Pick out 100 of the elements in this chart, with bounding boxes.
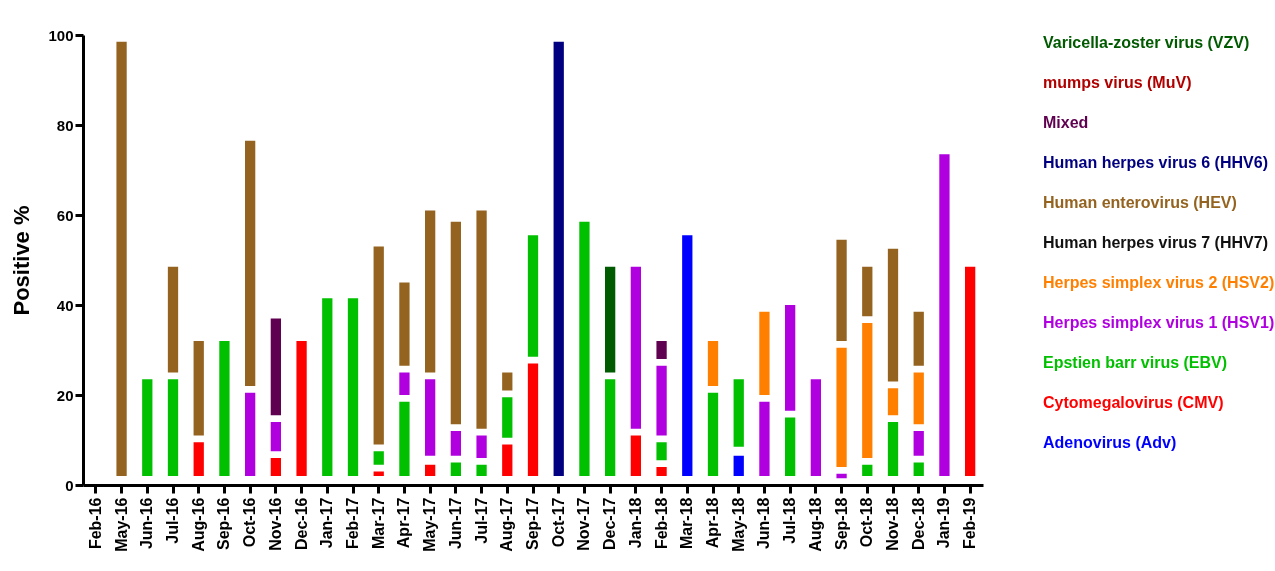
bar	[913, 372, 924, 425]
bar	[193, 442, 204, 476]
x-tick-label: Aug-16	[189, 497, 207, 552]
x-tick-label: Dec-18	[909, 497, 927, 550]
bar	[862, 266, 873, 317]
x-tick-label: Dec-17	[601, 497, 619, 550]
bar	[502, 397, 513, 438]
bar	[836, 473, 847, 479]
bar	[476, 210, 487, 429]
x-tick-label: Apr-17	[395, 497, 413, 549]
bar	[733, 379, 744, 447]
y-tick-label: 20	[56, 386, 74, 404]
bar	[965, 266, 976, 476]
bar	[810, 379, 821, 476]
x-tick-label: Apr-18	[704, 497, 721, 549]
bar	[502, 372, 513, 391]
y-tick-label: 40	[56, 296, 74, 314]
x-tick-label: Jan-17	[318, 497, 336, 549]
bar	[913, 462, 924, 476]
x-tick-label: Feb-17	[344, 497, 361, 550]
x-tick-label: Jan-19	[935, 497, 953, 549]
legend-label: mumps virus (MuV)	[1043, 74, 1192, 91]
x-tick-label: Oct-18	[858, 497, 876, 548]
bar	[553, 41, 564, 476]
bar	[502, 444, 513, 476]
x-tick-label: Jul-16	[164, 497, 181, 544]
bar	[399, 372, 410, 395]
text: Adenovirus (Adv)	[1043, 434, 1177, 451]
legend-label: Human herpes virus 7 (HHV7)	[1043, 234, 1268, 251]
bar	[373, 246, 384, 445]
bar	[836, 347, 847, 467]
x-tick-label: Jul-17	[472, 497, 490, 544]
x-tick-label: Nov-16	[266, 497, 284, 551]
bar	[193, 341, 204, 436]
x-tick-label: Feb-19	[961, 497, 979, 550]
bar	[270, 458, 281, 476]
x-tick-label: Nov-17	[575, 497, 593, 551]
text: Herpes simplex virus 1 (HSV1)	[1043, 314, 1275, 331]
bar	[399, 401, 410, 476]
bar	[913, 431, 924, 456]
bar	[476, 435, 487, 458]
bar	[425, 210, 436, 373]
bar	[605, 379, 616, 476]
bar	[270, 422, 281, 452]
x-tick-label: Feb-18	[652, 497, 670, 550]
x-tick-label: Jun-16	[138, 497, 156, 550]
x-tick-label: May-16	[112, 497, 130, 552]
bar	[630, 266, 641, 429]
bar	[939, 154, 950, 476]
bar	[167, 266, 179, 373]
bar	[887, 248, 899, 382]
bar	[167, 379, 179, 476]
bar	[245, 392, 256, 476]
x-tick-label: Mar-18	[678, 497, 696, 550]
x-tick-label: Jun-17	[446, 497, 464, 550]
bar	[785, 305, 796, 411]
bar	[425, 379, 436, 456]
x-tick-label: Dec-16	[292, 497, 310, 550]
bar	[759, 311, 770, 395]
bar	[373, 451, 384, 465]
text: Mixed	[1043, 114, 1089, 131]
bar	[219, 341, 230, 476]
bar	[527, 363, 539, 476]
y-tick-label: 0	[65, 476, 74, 494]
x-tick-label: Jun-18	[755, 497, 773, 550]
text: Human enterovirus (HEV)	[1043, 194, 1237, 211]
bar	[579, 221, 590, 476]
bar	[862, 464, 873, 476]
y-tick-label: 80	[56, 116, 74, 134]
x-tick-label: Oct-16	[241, 497, 259, 548]
bar	[322, 298, 333, 476]
bar	[913, 311, 924, 366]
bar	[707, 341, 719, 386]
bar	[116, 41, 127, 476]
bar	[887, 422, 899, 476]
bar	[785, 417, 796, 476]
bar	[887, 388, 899, 416]
bar	[425, 464, 436, 476]
x-tick-label: May-17	[421, 497, 439, 552]
x-tick-label: Sep-18	[832, 497, 850, 550]
y-tick-label: 100	[48, 26, 74, 44]
bar	[656, 341, 667, 359]
bar	[450, 431, 461, 456]
text: Human herpes virus 6 (HHV6)	[1043, 154, 1268, 171]
bar	[656, 467, 667, 476]
bar	[296, 341, 307, 476]
x-tick-label: May-18	[729, 497, 747, 552]
bar	[476, 464, 487, 476]
bar	[656, 365, 667, 436]
bar	[656, 442, 667, 461]
bar	[630, 435, 641, 476]
x-tick-label: Nov-18	[884, 497, 901, 551]
x-tick-label: Aug-17	[498, 497, 516, 552]
bar	[836, 239, 847, 341]
bar	[759, 401, 770, 476]
text: Cytomegalovirus (CMV)	[1043, 394, 1224, 411]
bar	[527, 235, 539, 357]
x-tick-label: Sep-17	[524, 497, 541, 550]
bar	[399, 282, 410, 366]
bar	[682, 235, 693, 476]
